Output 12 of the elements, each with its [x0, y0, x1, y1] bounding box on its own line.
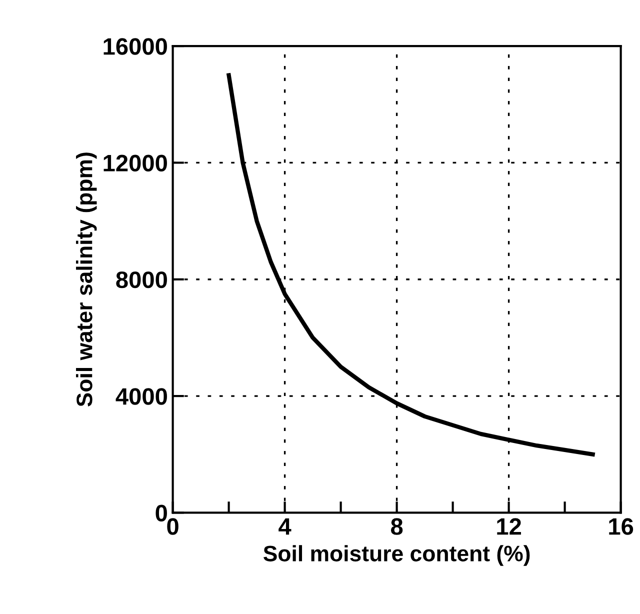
x-axis-title: Soil moisture content (%) [263, 545, 530, 566]
x-tick-label: 4 [278, 518, 292, 535]
y-tick-label: 16000 [104, 38, 167, 55]
x-tick-label: 12 [497, 518, 521, 535]
x-tick-label: 0 [167, 518, 178, 535]
y-tick-label: 4000 [116, 388, 167, 405]
y-axis-title: Soil water salinity (ppm) [76, 152, 97, 407]
y-tick-label: 12000 [104, 154, 167, 172]
x-tick-label: 8 [390, 518, 403, 535]
y-tick-label: 8000 [116, 271, 167, 288]
x-tick-label: 16 [609, 518, 634, 535]
y-tick-label: 0 [156, 504, 167, 522]
